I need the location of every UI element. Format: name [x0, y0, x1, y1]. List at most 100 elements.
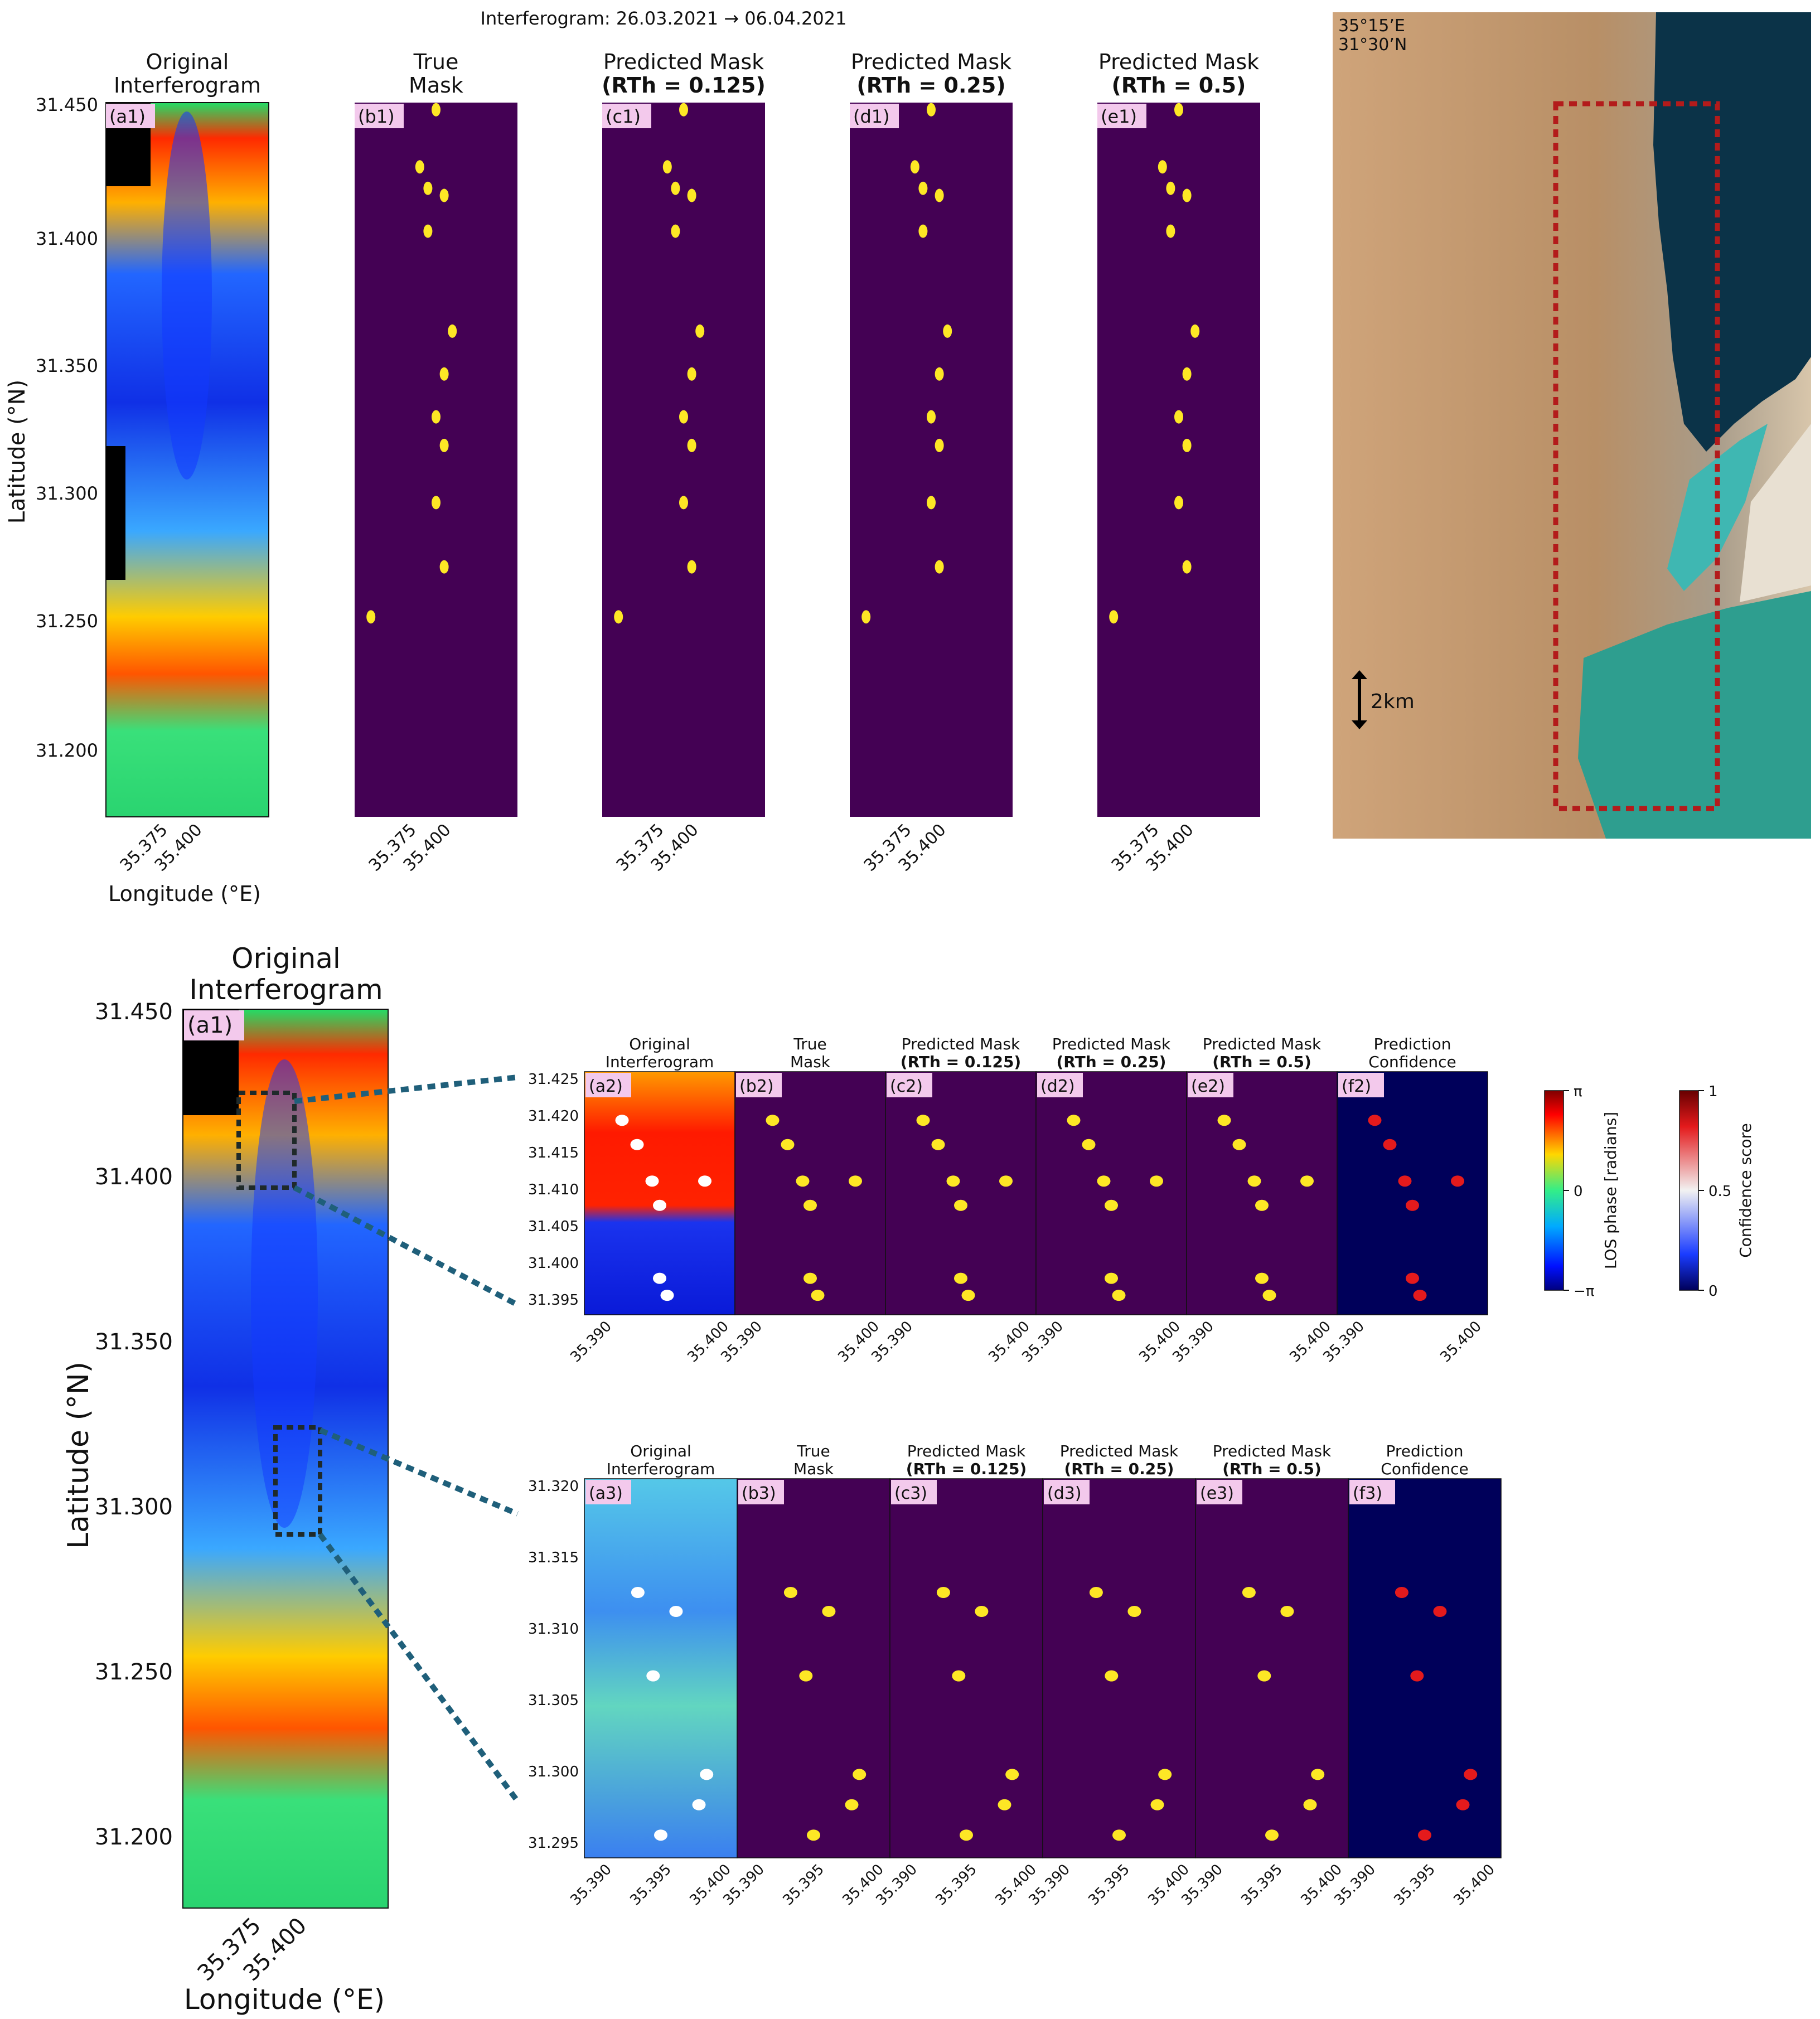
top-b1-title1: True — [413, 50, 459, 74]
zoom-panel-title1: Predicted Mask — [1213, 1442, 1332, 1460]
bottom-left-ytick-5: 31.200 — [95, 1824, 173, 1850]
top-c1-title2: (RTh = 0.125) — [602, 73, 766, 98]
top-mask-blob — [935, 188, 944, 202]
zoom-blob — [1280, 1606, 1294, 1617]
zoom-panel-c2: Predicted Mask(RTh = 0.125)(c2)35.390 35.… — [868, 1035, 1037, 1366]
top-a1-title1: Original — [146, 50, 229, 74]
bottom-left-tag-bg — [184, 1010, 244, 1040]
zoom-panel-image — [889, 1478, 1043, 1858]
top-mask-blob — [1158, 160, 1167, 174]
top-b1-tag-bg — [355, 104, 404, 128]
zoom-panel-tag: (f2) — [1342, 1077, 1371, 1096]
top-mask-blobs — [366, 103, 1200, 624]
bottom-left-ytick-3: 31.300 — [95, 1494, 173, 1520]
top-mask-blob — [423, 181, 433, 195]
figure-suptitle: Interferogram: 26.03.2021 → 06.04.2021 — [481, 8, 847, 29]
bottom-left-ytick-1: 31.400 — [95, 1164, 173, 1190]
zoom-blob — [1112, 1290, 1126, 1301]
zoom-blob — [849, 1175, 862, 1187]
zoom-blob — [1158, 1769, 1172, 1780]
zoom-panel-title1: Predicted Mask — [1052, 1035, 1171, 1053]
top-mask-blob — [918, 181, 928, 195]
top-d1-image — [850, 103, 1013, 817]
zoom-blob — [1398, 1175, 1412, 1187]
zoom-ytick: 31.400 — [528, 1255, 579, 1272]
top-mask-blob — [1182, 438, 1192, 452]
zoom-panel-title1: Prediction — [1373, 1035, 1451, 1053]
top-mask-blob — [1174, 103, 1183, 117]
zoom-ytick: 31.395 — [528, 1292, 579, 1309]
zoom-panel-tag-bg — [1197, 1480, 1242, 1504]
zoom-panel-title1: Predicted Mask — [1060, 1442, 1179, 1460]
zoom-xtick: 35.395 — [1238, 1861, 1286, 1909]
zoom-blob — [803, 1272, 817, 1284]
zoom-xtick: 35.390 — [567, 1861, 615, 1909]
zoom-panel-title1: Predicted Mask — [902, 1035, 1020, 1053]
zoom-panel-title1: True — [796, 1442, 830, 1460]
phase-tick-0: π — [1574, 1083, 1582, 1100]
panel-top-b1: True Mask (b1) 35.375 35.400 — [355, 50, 517, 875]
zoom-blob — [931, 1139, 945, 1150]
top-mask-blob — [1174, 496, 1183, 510]
zoom-blob — [796, 1175, 810, 1187]
zoom-blob — [698, 1175, 711, 1187]
bottom-left-anomaly — [251, 1059, 318, 1528]
zoom-blob — [807, 1829, 820, 1841]
top-mask-blob — [679, 103, 688, 117]
zoom-blob — [645, 1175, 659, 1187]
zoom-blob — [1464, 1769, 1478, 1780]
zoom-blob — [1105, 1199, 1118, 1211]
bottom-left-xlabel: Longitude (°E) — [184, 1983, 385, 2016]
zoom-blob — [1255, 1199, 1269, 1211]
zoom-panel-e3: Predicted Mask(RTh = 0.5)(e3)35.390 35.39… — [1178, 1442, 1349, 1909]
zoom-xtick: 35.395 — [932, 1861, 980, 1909]
top-a1-anomaly — [162, 112, 212, 480]
top-mask-blob — [935, 367, 944, 381]
top-mask-blob — [1166, 181, 1175, 195]
top-yticks: 31.450 31.400 31.350 31.300 31.250 31.20… — [36, 94, 98, 761]
zoom-panel-tag: (d2) — [1040, 1077, 1075, 1096]
bottom-left-panel: Original Interferogram (a1) Latitude (°N… — [62, 942, 389, 2016]
top-mask-blob — [943, 324, 952, 338]
zoom-panel-title2: (RTh = 0.5) — [1212, 1053, 1311, 1071]
top-mask-blob — [687, 367, 696, 381]
zoom-blob — [1217, 1115, 1231, 1126]
zoom-panel-tag-bg — [738, 1480, 784, 1504]
zoom-panel-title2: Interferogram — [606, 1053, 714, 1071]
zoom-ytick: 31.310 — [528, 1621, 579, 1638]
top-mask-blob — [662, 160, 672, 174]
zoom-blob — [1451, 1175, 1464, 1187]
zoom-blob — [822, 1606, 836, 1617]
zoom-blob — [1089, 1587, 1103, 1598]
top-mask-blob — [927, 496, 936, 510]
zoom-line-1b — [293, 1185, 519, 1308]
top-mask-blob — [1174, 410, 1183, 424]
top-ytick-2: 31.350 — [36, 355, 98, 376]
scale-bar-top-arrow — [1352, 670, 1367, 679]
top-d1-title2: (RTh = 0.25) — [856, 73, 1005, 98]
top-d1-tag: (d1) — [853, 106, 890, 127]
zoom-panel-tag: (c2) — [890, 1077, 923, 1096]
zoom-xtick: 35.390 — [567, 1318, 615, 1366]
top-mask-blob — [687, 188, 696, 202]
top-ylabel: Latitude (°N) — [4, 380, 30, 524]
zoom-blob — [1232, 1139, 1246, 1150]
zoom-blob — [975, 1606, 989, 1617]
zoom-blob — [1127, 1606, 1141, 1617]
top-a1-title2: Interferogram — [114, 73, 261, 98]
zoom-xtick: 35.395 — [1085, 1861, 1133, 1909]
conf-tick-1: 0.5 — [1708, 1183, 1731, 1200]
zoom-blob — [1413, 1290, 1427, 1301]
zoom-blob — [1406, 1199, 1419, 1211]
zoom-panel-title1: Predicted Mask — [907, 1442, 1026, 1460]
zoom-panel-tag: (c3) — [894, 1484, 927, 1503]
zoom-panel-tag-bg — [1338, 1073, 1384, 1097]
zoom-blob — [954, 1272, 967, 1284]
phase-tick-2: −π — [1574, 1283, 1594, 1300]
